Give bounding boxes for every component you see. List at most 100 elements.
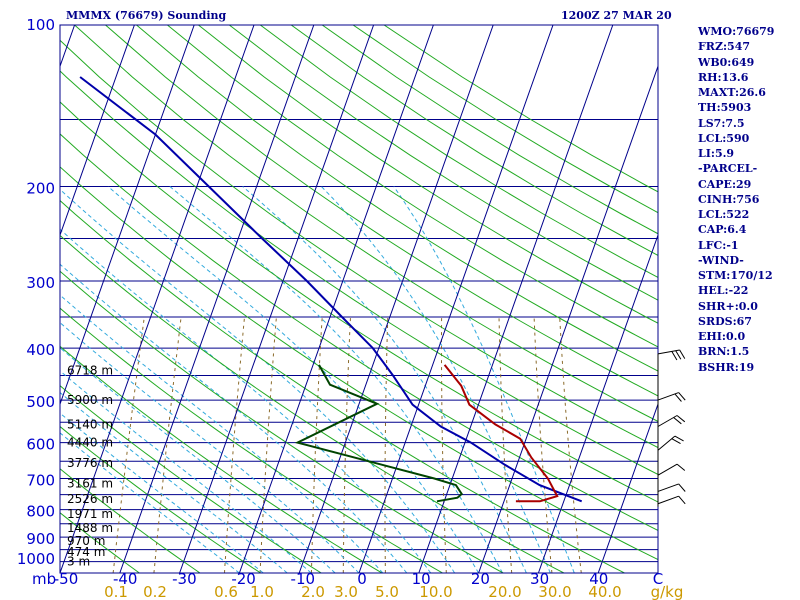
index-line: LCL:522	[698, 208, 750, 221]
height-label: 5900 m	[67, 393, 113, 407]
temperature-tick-label: 30	[530, 570, 549, 588]
mixing-ratio-line	[384, 316, 389, 573]
index-line: SRDS:67	[698, 314, 752, 328]
chart-header-right: 1200Z 27 MAR 20	[561, 9, 672, 22]
dry-adiabat-line	[60, 199, 625, 573]
mixing-ratio-label: 40.0	[588, 583, 621, 600]
wind-barb-flag	[678, 483, 686, 492]
moist-adiabat-line	[107, 186, 480, 573]
isotherm-line	[119, 25, 315, 573]
wind-barb	[657, 392, 679, 401]
isotherm-line	[358, 25, 554, 573]
isotherm-line	[60, 25, 255, 573]
index-line: HEL:-22	[698, 284, 749, 298]
index-line: STM:170/12	[698, 269, 773, 282]
isotherm-line	[597, 402, 658, 573]
pressure-tick-label: 1000	[17, 550, 55, 568]
mixing-ratio-line	[153, 316, 182, 573]
moist-adiabat-line	[60, 263, 408, 573]
moist-adiabat-line	[60, 347, 336, 573]
height-label: 4440 m	[67, 436, 113, 450]
dry-adiabat-line	[60, 166, 658, 561]
temperature-tick-label: -10	[291, 570, 316, 588]
index-line: BSHR:19	[698, 360, 755, 374]
sounding-indices-panel: WMO:76679 FRZ:547 WB0:649 RH:13.6 MAXT:26.6 T…	[698, 24, 774, 375]
index-line: FRZ:547	[698, 40, 751, 54]
isotherm-line	[0, 25, 15, 573]
index-line: WB0:649	[698, 55, 755, 69]
moist-adiabat-line	[242, 186, 527, 573]
pressure-tick-label: 500	[26, 393, 55, 411]
index-line: SHR+:0.0	[698, 299, 758, 313]
dry-adiabat-line	[60, 307, 443, 573]
index-line: LS7:7.5	[698, 116, 745, 130]
wind-barb	[657, 435, 676, 451]
dry-adiabat-line	[198, 25, 658, 324]
dry-adiabat-line	[290, 25, 658, 256]
index-line: EHI:0.0	[698, 330, 746, 343]
dry-adiabat-line	[167, 25, 658, 348]
temperature-tick-label: C	[653, 570, 663, 588]
wind-barb-flag	[674, 435, 684, 442]
pressure-tick-label: 600	[26, 436, 55, 454]
dry-adiabat-line	[60, 70, 658, 475]
index-line: -PARCEL-	[698, 162, 758, 176]
mixing-ratio-line	[224, 316, 245, 573]
dry-adiabat-line	[136, 25, 658, 372]
dewpoint-trace	[294, 364, 464, 503]
moist-adiabat-line	[60, 188, 456, 573]
dry-adiabat-line	[60, 385, 322, 573]
mixing-ratio-label: 3.0	[334, 583, 358, 600]
mixing-ratio-line	[310, 316, 323, 573]
moist-adiabat-line	[60, 294, 384, 573]
isotherm-line	[478, 64, 658, 573]
mixing-ratio-label: 0.1	[104, 583, 128, 600]
height-label: 3 m	[67, 555, 90, 569]
wind-barb-flag	[679, 349, 686, 359]
temperature-tick-label: -20	[231, 570, 256, 588]
mixing-ratio-label: 1.0	[250, 583, 274, 600]
wind-barb	[657, 495, 679, 505]
mixing-ratio-label: 0.2	[143, 583, 167, 600]
mixing-ratio-label: 30.0	[538, 583, 571, 600]
index-line: CAPE:29	[698, 177, 752, 191]
chart-header-left: MMMX (76679) Sounding	[66, 9, 227, 22]
plot-frame	[59, 24, 659, 574]
wind-barb-flag	[671, 351, 678, 361]
wind-barb	[657, 483, 679, 492]
isotherm-line	[537, 233, 658, 573]
dry-adiabat-line	[60, 468, 201, 573]
mixing-ratio-line	[498, 316, 513, 573]
mixing-ratio-line	[259, 316, 277, 573]
moist-adiabat-line	[321, 186, 551, 573]
dry-adiabat-line	[60, 39, 658, 449]
dry-adiabat-line	[60, 270, 504, 573]
temperature-tick-label: 0	[357, 570, 367, 588]
pressure-tick-label: 400	[26, 341, 55, 359]
height-label: 2526 m	[67, 492, 113, 506]
parcel-trace	[79, 76, 583, 503]
moist-adiabat-line	[60, 412, 264, 573]
isotherm-line	[418, 25, 614, 573]
temperature-tick-label: -50	[54, 570, 79, 588]
isotherm-line	[60, 25, 195, 406]
temperature-tick-label: 40	[589, 570, 608, 588]
pressure-tick-label: 100	[26, 16, 55, 34]
dry-adiabat-line	[60, 101, 658, 503]
moist-adiabat-line	[169, 186, 503, 573]
mixing-ratio-label: 5.0	[375, 583, 399, 600]
wind-barb-flag	[678, 495, 686, 505]
dry-adiabat-line	[228, 25, 658, 301]
temperature-tick-label: -40	[113, 570, 138, 588]
isotherm-line	[179, 25, 375, 573]
dry-adiabat-line	[60, 425, 261, 573]
index-line: -WIND-	[698, 253, 744, 267]
dry-adiabat-line	[60, 133, 658, 531]
mixing-ratio-line	[533, 316, 553, 573]
wind-barb-flag	[674, 393, 682, 402]
index-line: TH:5903	[698, 101, 752, 115]
moist-adiabat-line	[60, 228, 432, 573]
wind-barb-flag	[676, 463, 686, 471]
dry-adiabat-line	[60, 512, 140, 573]
